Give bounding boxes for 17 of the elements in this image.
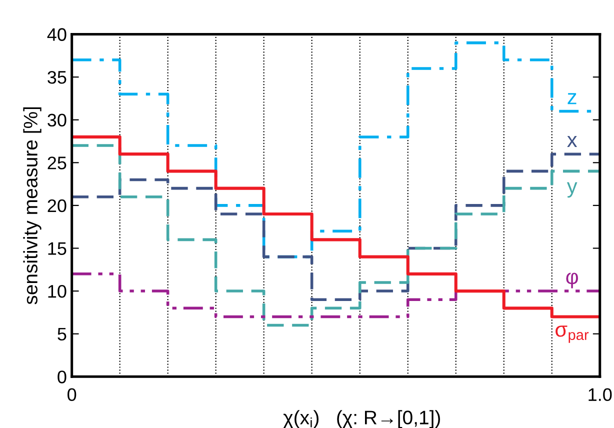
y-axis-title: sensitivity measure [%] [23, 107, 42, 304]
y-tick-label: 5 [58, 328, 66, 341]
x-axis-title: χ(x$_{i}$) (χ: R→[0,1]) [283, 410, 440, 428]
series-label: z [568, 93, 576, 104]
y-tick-label: 30 [48, 114, 66, 127]
series-label: σ$_{par}$ [556, 326, 589, 343]
y-tick-label: 0 [58, 370, 66, 384]
series-label: x [567, 136, 578, 147]
y-tick-label: 20 [48, 199, 66, 212]
series-label: y [566, 182, 578, 198]
y-tick-label: 40 [47, 28, 66, 41]
y-tick-label: 15 [48, 242, 66, 255]
y-tick-label: 35 [48, 70, 66, 84]
y-tick-label: 25 [48, 156, 66, 170]
series-label: φ [566, 272, 578, 288]
y-tick-label: 10 [48, 284, 66, 298]
x-tick-label: 1.0 [588, 388, 612, 402]
